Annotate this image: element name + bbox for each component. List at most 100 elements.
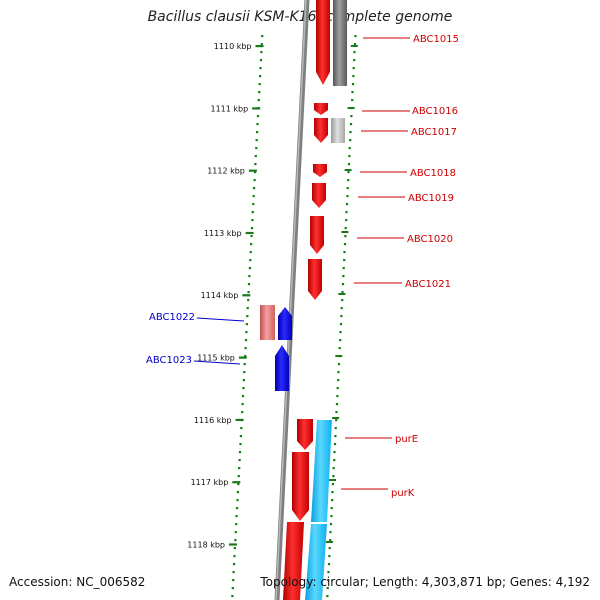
right-rail-dot [332,467,335,470]
label-abc1022[interactable]: ABC1022 [149,312,195,323]
label-abc1016[interactable]: ABC1016 [412,106,458,117]
right-rail-dot [340,315,343,318]
accession-text: Accession: NC_006582 [9,575,146,589]
right-rail-dot [341,283,345,286]
gene-abc1023[interactable] [275,345,289,391]
right-rail-dot [342,267,345,270]
left-rail-dot [242,379,245,382]
right-rail-dot [348,147,351,150]
label-pure[interactable]: purE [395,434,418,445]
right-rail-dot [349,123,353,126]
kbp-tick-mark [238,356,247,359]
left-rail-dot [233,555,236,558]
right-rail-dot [352,75,355,78]
right-rail-dot [328,547,331,550]
left-rail-dot [254,163,257,166]
label-abc1018[interactable]: ABC1018 [410,168,456,179]
gene-abc1015[interactable] [316,0,330,85]
left-rail-dot [249,259,252,262]
left-rail-dot [251,219,254,222]
left-rail-dot [232,571,235,574]
label-abc1023[interactable]: ABC1023 [146,355,192,366]
right-rail-dot [349,131,352,134]
label-abc1017[interactable]: ABC1017 [411,127,457,138]
gene-abc1022[interactable] [278,307,292,340]
kbp-tick-label: 1111 kbp [210,104,248,113]
left-rail-dot [236,507,239,510]
left-rail-dot [238,459,241,462]
gene-red-lower[interactable] [283,522,304,600]
gene-purk[interactable] [292,452,309,521]
left-rail-dot [260,43,263,46]
left-rail-dot [250,235,253,238]
right-rail-dot [330,515,333,518]
left-rail-dot [255,139,258,142]
kbp-tick-label: 1114 kbp [201,291,239,300]
right-rail-dot [337,379,340,382]
left-rail-dot [244,339,248,342]
right-rail-dot [348,155,351,158]
left-rail-dot [260,51,263,54]
left-rail-dot [247,299,250,302]
feature-cyan-upper[interactable] [311,420,332,522]
gene-abc1021[interactable] [308,259,322,300]
right-rail-dot [338,347,341,350]
kbp-tick-label: 1110 kbp [214,42,252,51]
label-purk[interactable]: purK [391,488,415,499]
label-abc1021[interactable]: ABC1021 [405,279,451,290]
left-rail-dot [254,155,257,158]
right-rail-dot [339,339,342,342]
right-rail-dot [351,83,355,86]
left-rail-dot [237,475,240,478]
right-rail-dot [331,491,334,494]
left-rail-dot [250,227,254,230]
kbp-tick-mark [255,45,264,48]
left-rail-dot [255,147,258,150]
label-abc1015[interactable]: ABC1015 [413,34,459,45]
kbp-tick-mark [232,481,241,484]
right-rail-dash [341,231,349,233]
left-rail-dot [237,483,240,486]
left-rail-dot [251,211,254,214]
right-rail-dot [331,483,335,486]
genome-summary-text: Topology: circular; Length: 4,303,871 bp… [260,575,590,589]
right-rail-dot [350,115,353,118]
genome-title: Bacillus clausii KSM-K16, complete genom… [147,9,453,25]
label-abc1020[interactable]: ABC1020 [407,234,453,245]
left-rail-dot [236,499,239,502]
feature-lightgray[interactable] [331,118,345,143]
right-rail-dot [351,99,354,102]
left-rail-dot [259,75,262,78]
left-rail-dot [240,427,243,430]
right-rail-dot [337,363,341,366]
right-rail-dot [346,187,349,190]
gene-abc1016[interactable] [314,103,328,115]
left-rail-dot [238,467,241,470]
left-rail-dot [243,363,246,366]
right-rail-dot [353,51,356,54]
gene-abc1018[interactable] [313,164,327,177]
kbp-tick-mark [245,231,254,235]
right-rail-dot [329,523,333,526]
left-rail-dot [241,411,244,414]
left-rail-dot [242,387,245,390]
right-rail-dot [336,395,339,398]
kbp-tick-label: 1112 kbp [207,167,245,176]
label-abc1019[interactable]: ABC1019 [408,193,454,204]
left-rail-dot [258,91,261,94]
feature-cyan-lower[interactable] [305,524,327,600]
right-rail-dot [337,371,340,374]
left-rail-dot [235,515,238,518]
right-rail-dot [336,387,339,390]
genome-backbone [274,0,310,600]
right-rail-dot [333,451,336,454]
feature-pink[interactable] [260,305,275,340]
feature-gray-1[interactable] [333,0,347,86]
right-rail-dot [347,179,350,182]
gene-abc1019[interactable] [312,183,326,208]
gene-pure[interactable] [297,419,313,450]
left-rail-dot [246,315,249,318]
gene-abc1017[interactable] [314,118,328,143]
gene-abc1020[interactable] [310,216,324,254]
